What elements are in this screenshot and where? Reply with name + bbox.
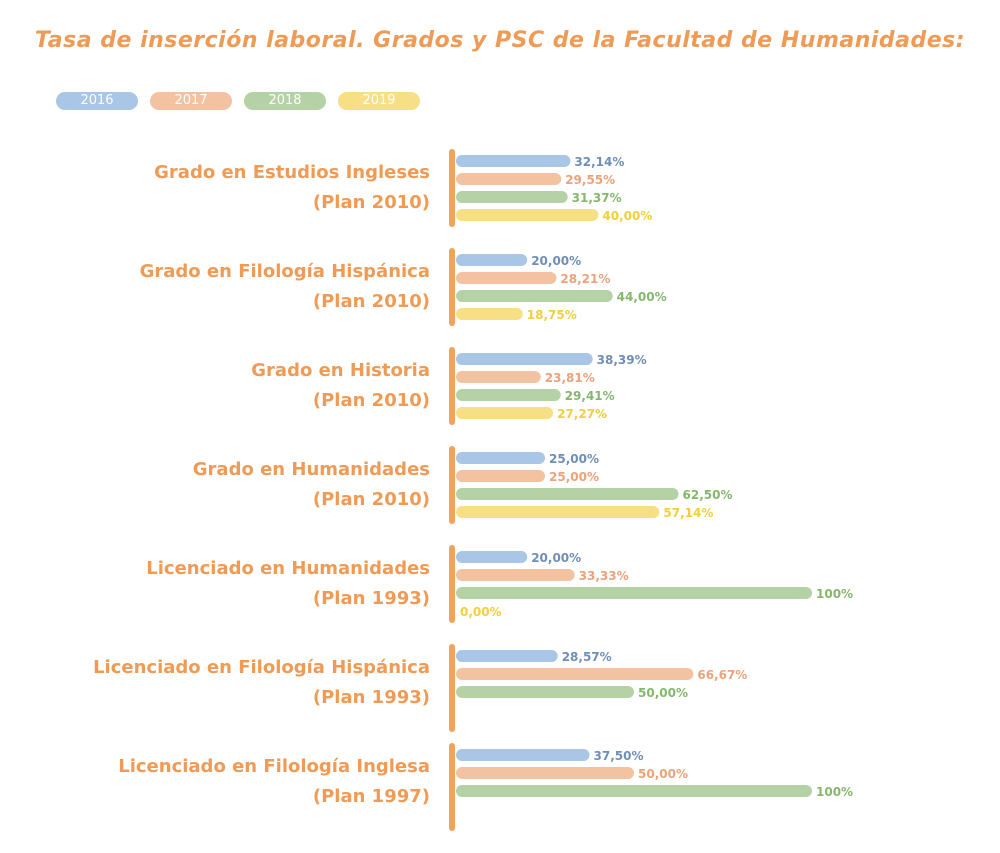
data-label: 28,57% <box>562 650 612 664</box>
data-label: 25,00% <box>549 452 599 466</box>
bar <box>456 452 545 464</box>
category-sublabel: (Plan 2010) <box>313 390 430 411</box>
category-label: Grado en Estudios Ingleses <box>154 162 430 183</box>
bar <box>456 290 613 302</box>
axis-segment <box>449 446 455 524</box>
bar <box>456 569 575 581</box>
data-label: 29,41% <box>565 389 615 403</box>
data-label: 50,00% <box>638 767 688 781</box>
bar <box>456 191 568 203</box>
bar <box>456 155 571 167</box>
category-label: Grado en Humanidades <box>193 459 430 480</box>
data-label: 20,00% <box>531 551 581 565</box>
category-label: Licenciado en Filología Inglesa <box>118 756 430 777</box>
bar <box>456 749 590 761</box>
legend-item-2019: 2019 <box>338 92 420 110</box>
data-label: 50,00% <box>638 686 688 700</box>
data-label: 44,00% <box>617 290 667 304</box>
data-label: 29,55% <box>565 173 615 187</box>
bar <box>456 389 561 401</box>
category-sublabel: (Plan 1993) <box>313 588 430 609</box>
bar <box>456 173 562 185</box>
bar <box>456 785 812 797</box>
data-label: 20,00% <box>531 254 581 268</box>
category-sublabel: (Plan 2010) <box>313 291 430 312</box>
axis-segment <box>449 149 455 227</box>
bar <box>456 308 523 320</box>
bar <box>456 470 545 482</box>
bar <box>456 650 558 662</box>
data-label: 33,33% <box>579 569 629 583</box>
category-sublabel: (Plan 2010) <box>313 489 430 510</box>
legend-item-2018: 2018 <box>244 92 326 110</box>
bar <box>456 488 679 500</box>
data-label: 0,00% <box>460 605 502 619</box>
data-label: 40,00% <box>602 209 652 223</box>
axis-segment <box>449 347 455 425</box>
chart-title: Tasa de inserción laboral. Grados y PSC … <box>34 28 966 53</box>
data-label: 27,27% <box>557 407 607 421</box>
bar <box>456 254 528 266</box>
data-label: 100% <box>816 587 853 601</box>
bar <box>456 371 541 383</box>
category-sublabel: (Plan 1997) <box>313 786 430 807</box>
axis-segment <box>449 248 455 326</box>
legend: 2016 2017 2018 2019 <box>56 92 420 110</box>
category-label: Grado en Filología Hispánica <box>140 261 430 282</box>
category-label: Licenciado en Filología Hispánica <box>93 657 430 678</box>
bar <box>456 686 634 698</box>
legend-item-2016: 2016 <box>56 92 138 110</box>
bar <box>456 767 634 779</box>
bar <box>456 209 599 221</box>
data-label: 28,21% <box>560 272 610 286</box>
data-label: 100% <box>816 785 853 799</box>
legend-item-2017: 2017 <box>150 92 232 110</box>
category-sublabel: (Plan 2010) <box>313 192 430 213</box>
axis-segment <box>449 545 455 623</box>
category-sublabel: (Plan 1993) <box>313 687 430 708</box>
data-label: 62,50% <box>683 488 733 502</box>
data-label: 37,50% <box>594 749 644 763</box>
data-label: 25,00% <box>549 470 599 484</box>
data-label: 57,14% <box>663 506 713 520</box>
bar <box>456 407 554 419</box>
data-label: 66,67% <box>697 668 747 682</box>
bar <box>456 272 557 284</box>
data-label: 23,81% <box>545 371 595 385</box>
axis-segment <box>449 644 455 732</box>
data-label: 38,39% <box>597 353 647 367</box>
data-label: 31,37% <box>572 191 622 205</box>
bar <box>456 551 528 563</box>
axis-segment <box>449 743 455 831</box>
data-label: 18,75% <box>527 308 577 322</box>
data-label: 32,14% <box>574 155 624 169</box>
bar <box>456 353 593 365</box>
bar <box>456 506 660 518</box>
category-label: Grado en Historia <box>251 360 430 381</box>
bar <box>456 587 812 599</box>
category-label: Licenciado en Humanidades <box>146 558 430 579</box>
bar <box>456 668 694 680</box>
